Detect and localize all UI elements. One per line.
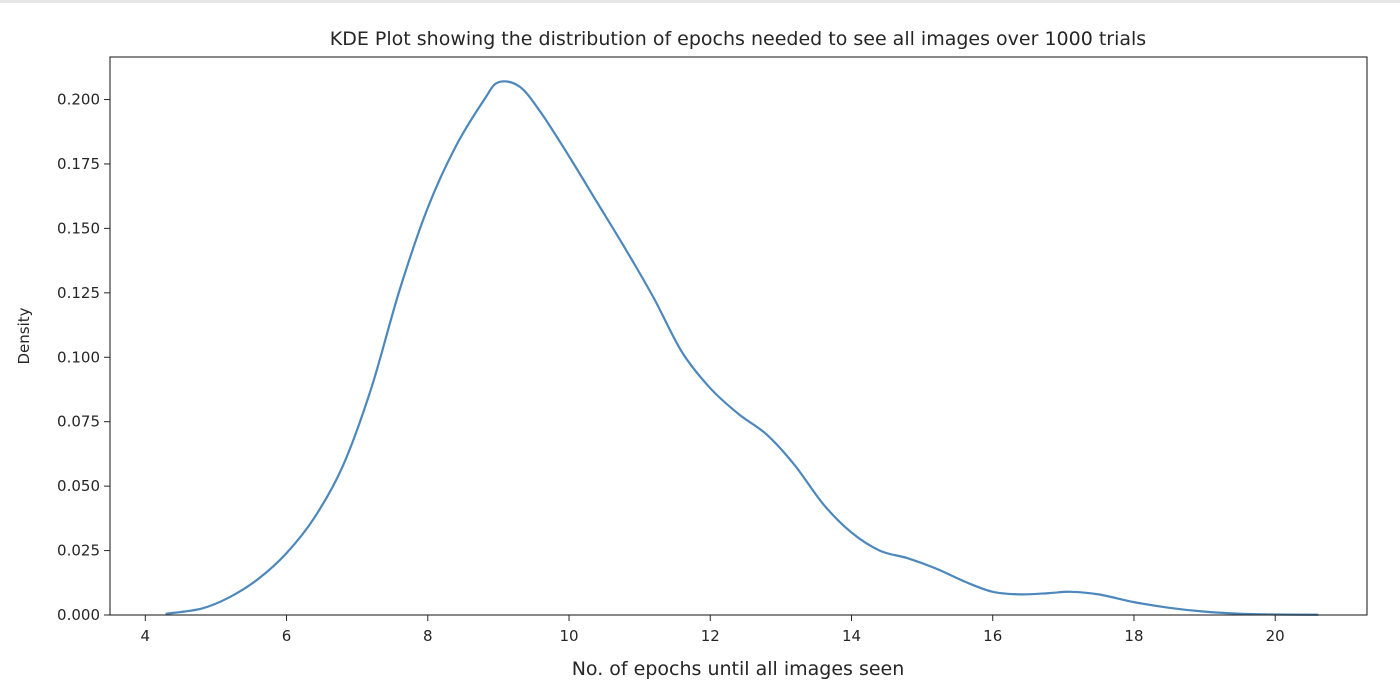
y-tick-label: 0.125 [57,284,100,302]
x-tick-label: 16 [983,627,1002,645]
kde-curve [165,80,1319,616]
x-axis-label: No. of epochs until all images seen [572,658,905,680]
y-tick-label: 0.200 [57,91,100,109]
x-tick-label: 18 [1124,627,1143,645]
y-tick-label: 0.050 [57,477,100,495]
y-tick-label: 0.100 [57,348,100,366]
plot-frame [109,56,1368,616]
x-tick-label: 14 [842,627,861,645]
y-tick-label: 0.175 [57,155,100,173]
y-axis-label: Density [15,307,33,364]
x-tick-label: 12 [701,627,720,645]
y-tick-label: 0.025 [57,542,100,560]
top-divider [0,0,1400,3]
y-tick-label: 0.075 [57,413,100,431]
y-axis-ticks: 0.000 0.025 0.050 0.075 0.100 0.125 0.150 0.175… [57,91,110,624]
chart-title: KDE Plot showing the distribution of epo… [330,28,1146,50]
x-tick-label: 8 [423,627,433,645]
x-tick-label: 10 [559,627,578,645]
y-tick-label: 0.150 [57,219,100,237]
y-tick-label: 0.000 [57,606,100,624]
x-tick-label: 6 [282,627,292,645]
x-tick-label: 20 [1266,627,1285,645]
x-tick-label: 4 [141,627,151,645]
x-axis-ticks: 4 6 8 10 12 14 16 18 20 [141,615,1285,645]
